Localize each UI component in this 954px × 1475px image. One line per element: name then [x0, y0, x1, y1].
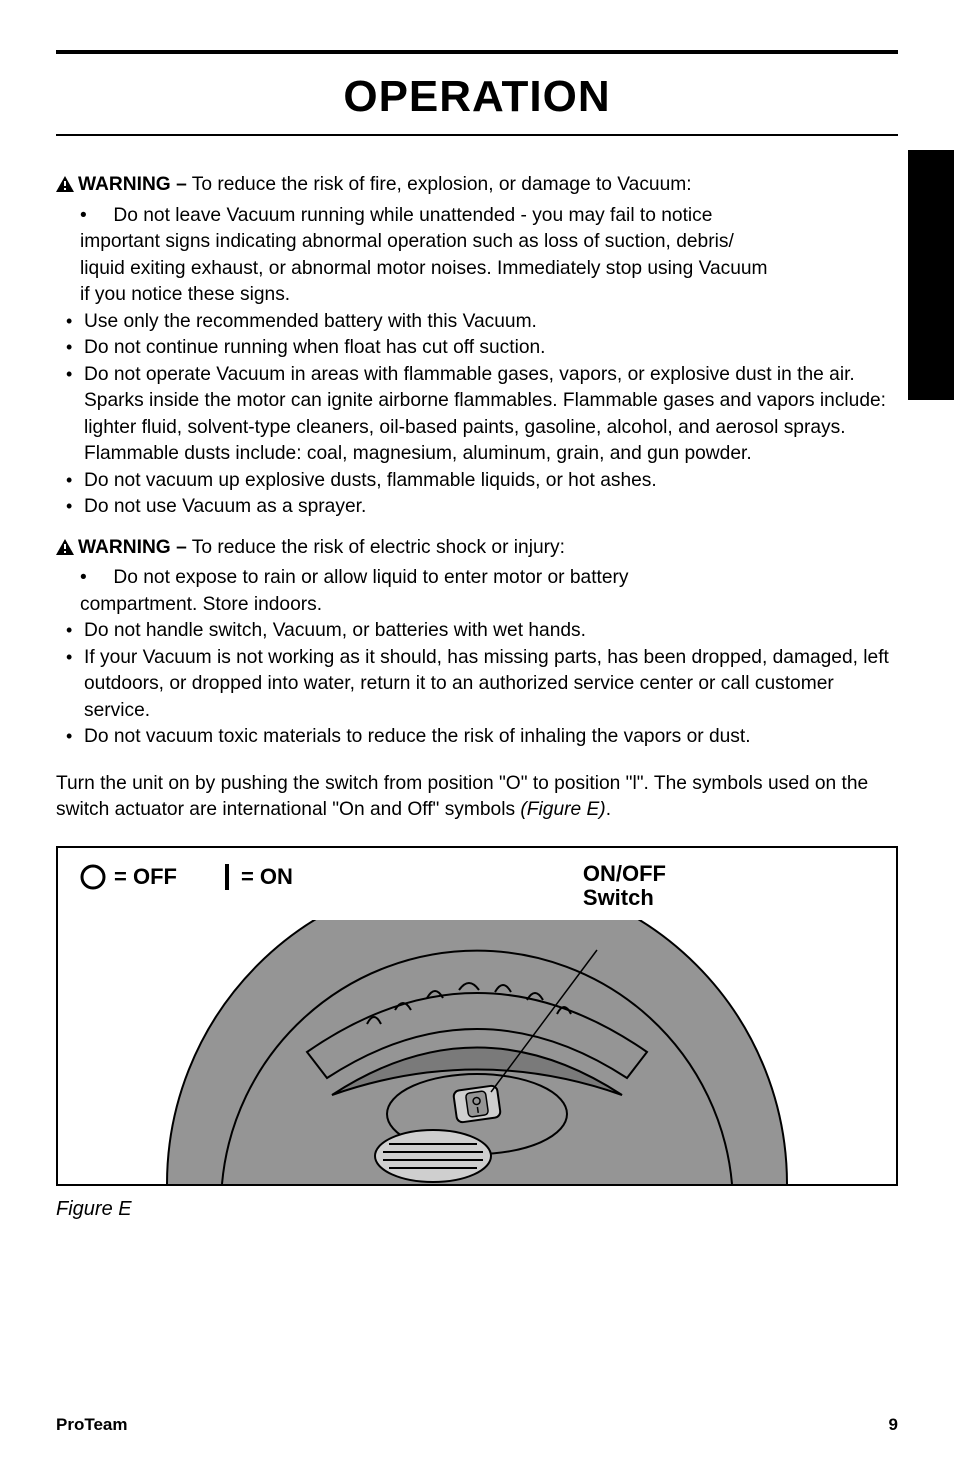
switch-text: Turn the unit on by pushing the switch f…: [56, 773, 868, 821]
warning1-first-bullet: • Do not leave Vacuum running while unat…: [80, 203, 898, 230]
li-text: Do not vacuum up explosive dusts, flamma…: [84, 470, 657, 491]
warning2-label: WARNING –: [78, 537, 187, 558]
warning-icon: [56, 174, 74, 201]
bullet-dot: •: [80, 205, 87, 226]
warning1-cont1: important signs indicating abnormal oper…: [80, 229, 898, 256]
on-symbol-group: = ON: [221, 862, 293, 892]
warning2-cont1: compartment. Store indoors.: [80, 592, 898, 619]
li-text: Do not handle switch, Vacuum, or batteri…: [84, 620, 586, 641]
off-symbol-group: = OFF: [78, 862, 177, 892]
li-text: Do not operate Vacuum in areas with flam…: [84, 364, 886, 465]
figure-box: = OFF = ON ON/OFF Switch: [56, 846, 898, 1186]
li-text: Do not use Vacuum as a sprayer.: [84, 496, 366, 517]
footer-left: ProTeam: [56, 1415, 128, 1435]
warning2-list: Do not handle switch, Vacuum, or batteri…: [60, 618, 898, 751]
page-container: OPERATION WARNING – To reduce the risk o…: [0, 0, 954, 1475]
warning1-first-bullet-text: Do not leave Vacuum running while unatte…: [113, 205, 712, 226]
content-area: WARNING – To reduce the risk of fire, ex…: [56, 172, 898, 1223]
onoff-switch-label: ON/OFF Switch: [583, 862, 666, 910]
warning2-first-bullet: • Do not expose to rain or allow liquid …: [80, 565, 898, 592]
bullet-dot: •: [80, 567, 87, 588]
warning1-intro-text: To reduce the risk of fire, explosion, o…: [187, 174, 692, 195]
switch-label-l1: ON/OFF: [583, 861, 666, 886]
warning-icon: [56, 537, 74, 564]
li-text: Use only the recommended battery with th…: [84, 311, 537, 332]
title-block: OPERATION: [56, 54, 898, 134]
on-label: = ON: [241, 862, 293, 892]
warning2-intro: WARNING – To reduce the risk of electric…: [56, 535, 898, 564]
list-item: Do not handle switch, Vacuum, or batteri…: [60, 618, 898, 645]
list-item: Do not vacuum up explosive dusts, flamma…: [60, 468, 898, 495]
warning1-label: WARNING –: [78, 174, 187, 195]
list-item: Do not operate Vacuum in areas with flam…: [60, 362, 898, 468]
warning2-first-bullet-text: Do not expose to rain or allow liquid to…: [113, 567, 628, 588]
page-footer: ProTeam 9: [56, 1415, 898, 1435]
list-item: Do not vacuum toxic materials to reduce …: [60, 724, 898, 751]
li-text: If your Vacuum is not working as it shou…: [84, 647, 889, 721]
list-item: Do not continue running when float has c…: [60, 335, 898, 362]
list-item: Do not use Vacuum as a sprayer.: [60, 494, 898, 521]
page-title: OPERATION: [56, 72, 898, 122]
li-text: Do not continue running when float has c…: [84, 337, 546, 358]
title-underline: [56, 134, 898, 136]
warning2-intro-text: To reduce the risk of electric shock or …: [187, 537, 565, 558]
period: .: [606, 799, 611, 820]
warning1-cont3: if you notice these signs.: [80, 282, 898, 309]
on-icon: [221, 862, 233, 892]
switch-paragraph: Turn the unit on by pushing the switch f…: [56, 771, 898, 824]
li-text: Do not vacuum toxic materials to reduce …: [84, 726, 751, 747]
warning1-intro: WARNING – To reduce the risk of fire, ex…: [56, 172, 898, 201]
warning1-list: Use only the recommended battery with th…: [60, 309, 898, 521]
switch-label-l2: Switch: [583, 885, 654, 910]
off-icon: [78, 862, 108, 892]
figure-ref: (Figure E): [520, 799, 605, 820]
off-label: = OFF: [114, 862, 177, 892]
vacuum-drawing: [157, 920, 797, 1184]
warning1-cont2: liquid exiting exhaust, or abnormal moto…: [80, 256, 898, 283]
footer-right: 9: [889, 1415, 898, 1435]
figure-top-row: = OFF = ON: [78, 862, 876, 892]
list-item: Use only the recommended battery with th…: [60, 309, 898, 336]
list-item: If your Vacuum is not working as it shou…: [60, 645, 898, 725]
figure-caption: Figure E: [56, 1196, 898, 1224]
